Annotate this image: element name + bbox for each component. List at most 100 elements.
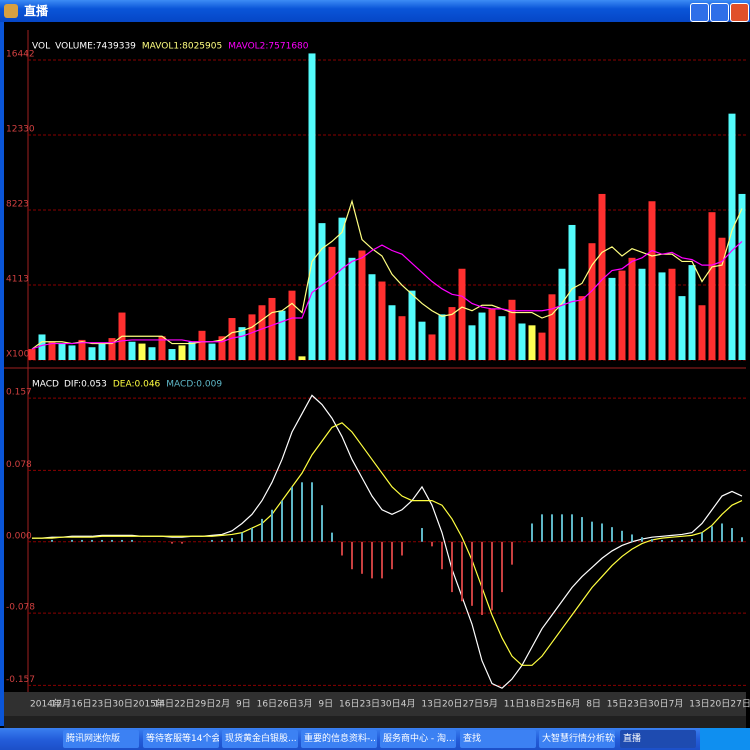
maximize-button[interactable] — [710, 3, 729, 22]
volume-bar — [148, 347, 156, 360]
x-tick-label: 12月 — [51, 699, 71, 710]
volume-bar — [478, 312, 486, 360]
x-tick-label: 13日 — [689, 699, 709, 710]
x-tick-label: 8日 — [586, 699, 601, 710]
x-tick-label: 2015年 — [133, 698, 165, 710]
volume-bar — [328, 246, 336, 360]
volume-bar — [298, 356, 306, 360]
volume-bar — [188, 341, 196, 360]
volume-bar — [138, 343, 146, 360]
volume-bar — [608, 277, 616, 360]
app-icon — [4, 4, 18, 18]
y-tick-label: 16442 — [6, 49, 35, 59]
x-tick-label: 6月 — [566, 699, 581, 710]
volume-bar — [238, 327, 246, 360]
volume-bar — [368, 274, 376, 360]
volume-bar — [648, 201, 656, 360]
legend-entry: VOLUME:7439339 — [55, 42, 136, 52]
volume-bar — [228, 318, 236, 360]
volume-bar — [728, 113, 736, 361]
x-tick-label: 13日 — [421, 699, 441, 710]
volume-bar — [678, 296, 686, 360]
window-frame — [0, 22, 750, 726]
volume-bar — [158, 336, 166, 360]
x-tick-label: 25日 — [545, 699, 565, 710]
volume-bar — [128, 341, 136, 360]
legend-entry: MAVOL2:7571680 — [228, 42, 309, 52]
taskbar-button[interactable]: 查找 — [460, 730, 536, 748]
x-tick-label: 16日 — [71, 699, 91, 710]
legend-entry: DIF:0.053 — [64, 380, 107, 390]
volume-bar — [518, 323, 526, 360]
taskbar: 腾讯网迷你版等待客服等14个会话现货黄金白银股...重要的信息资料-...服务商… — [0, 728, 750, 750]
x-tick-label: 9日 — [236, 699, 251, 710]
volume-bar — [488, 308, 496, 360]
volume-bar — [508, 299, 516, 360]
y-tick-label: 4113 — [6, 274, 29, 284]
volume-bar — [598, 193, 606, 360]
volume-bar — [418, 321, 426, 360]
y-tick-label: -0.157 — [6, 675, 35, 685]
volume-bar — [618, 270, 626, 360]
x-tick-label: 7月 — [669, 699, 684, 710]
x-tick-label: 4月 — [401, 699, 416, 710]
x-tick-label: 30日 — [648, 699, 668, 710]
taskbar-button[interactable]: 腾讯网迷你版 — [63, 730, 139, 748]
x-tick-label: 20日 — [442, 699, 462, 710]
volume-bar — [48, 341, 56, 360]
volume-bar — [628, 257, 636, 360]
taskbar-button[interactable]: 服务商中心 - 淘... — [380, 730, 456, 748]
taskbar-button[interactable]: 直播 — [620, 730, 696, 748]
volume-bar — [498, 316, 506, 360]
taskbar-button[interactable]: 现货黄金白银股... — [222, 730, 298, 748]
x-tick-label: 18日 — [524, 699, 544, 710]
volume-bar — [348, 257, 356, 360]
volume-bar — [208, 343, 216, 360]
volume-bar — [318, 223, 326, 360]
indicator-label: MACD — [32, 380, 59, 390]
volume-bar — [458, 268, 466, 360]
y-tick-label: X1000 — [6, 350, 35, 360]
x-tick-label: 11日 — [504, 699, 524, 710]
volume-bar — [408, 290, 416, 360]
x-tick-label: 30日 — [112, 699, 132, 710]
x-tick-label: 3月 — [298, 699, 313, 710]
volume-bar — [378, 281, 386, 360]
volume-bar — [548, 294, 556, 360]
x-tick-label: 2014年 — [30, 698, 62, 710]
volume-bar — [178, 345, 186, 360]
x-tick-label: 15日 — [607, 699, 627, 710]
taskbar-button[interactable]: 重要的信息资料-... — [301, 730, 377, 748]
volume-bar — [278, 310, 286, 360]
volume-bar — [88, 347, 96, 360]
legend-entry: MAVOL1:8025905 — [142, 42, 222, 52]
system-tray — [700, 728, 750, 750]
volume-bar — [248, 314, 256, 360]
volume-bar — [698, 305, 706, 360]
volume-bar — [108, 338, 116, 360]
volume-bar — [658, 272, 666, 360]
taskbar-button[interactable]: 等待客服等14个会话 — [143, 730, 219, 748]
x-tick-label: 27日 — [463, 699, 483, 710]
volume-bar — [708, 212, 716, 360]
x-tick-label: 14日 — [154, 699, 174, 710]
volume-bar — [468, 325, 476, 360]
volume-bar — [168, 349, 176, 360]
x-tick-label: 30日 — [380, 699, 400, 710]
x-tick-label: 2月 — [215, 699, 230, 710]
minimize-button[interactable] — [690, 3, 709, 22]
volume-bar — [538, 332, 546, 360]
series-line — [31, 240, 743, 350]
y-tick-label: 0.157 — [6, 388, 32, 398]
close-button[interactable] — [730, 3, 749, 22]
x-tick-label: 29日 — [195, 699, 215, 710]
x-tick-label: 22日 — [174, 699, 194, 710]
volume-bar — [258, 305, 266, 360]
y-tick-label: 8223 — [6, 199, 29, 209]
volume-bar — [688, 265, 696, 360]
y-tick-label: -0.078 — [6, 603, 35, 613]
x-axis-strip — [4, 692, 746, 716]
volume-bar — [558, 268, 566, 360]
taskbar-button[interactable]: 大智慧行情分析软件 — [539, 730, 615, 748]
